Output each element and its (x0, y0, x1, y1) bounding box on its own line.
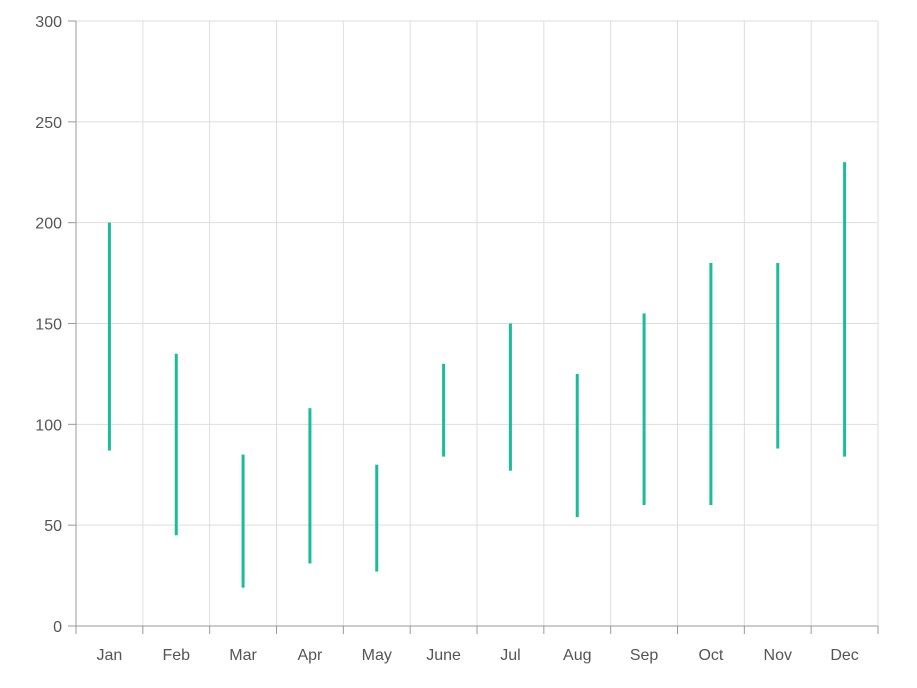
range-bar (442, 363, 446, 457)
range-bar (308, 408, 312, 564)
range-bar (843, 162, 847, 457)
axes (68, 20, 879, 634)
y-axis-tick-labels: 0 50 100 150 200 250 300 (35, 14, 62, 636)
y-tick-label: 100 (35, 417, 62, 434)
range-bar (375, 464, 379, 572)
x-tick-label: June (426, 647, 461, 664)
x-tick-label: Feb (162, 647, 190, 664)
y-tick-label: 200 (35, 216, 62, 233)
x-tick-label: Mar (229, 647, 257, 664)
series-range-bars (107, 162, 847, 588)
x-tick-label: Jan (97, 647, 123, 664)
x-tick-label: Apr (297, 647, 323, 664)
range-bar (508, 323, 512, 471)
range-bar (575, 373, 579, 518)
y-tick-label: 50 (44, 518, 62, 535)
y-tick-label: 250 (35, 115, 62, 132)
range-bar (642, 313, 646, 505)
x-tick-label: Oct (698, 647, 723, 664)
x-tick-label: Sep (630, 647, 659, 664)
y-tick-label: 300 (35, 14, 62, 31)
x-tick-label: Nov (764, 647, 792, 664)
y-tick-label: 150 (35, 317, 62, 334)
range-bar (174, 353, 178, 536)
x-tick-label: Jul (500, 647, 520, 664)
x-tick-label: May (362, 647, 392, 664)
x-axis-tick-labels: Jan Feb Mar Apr May June Jul Aug Sep Oct Nov Dec (97, 647, 859, 664)
y-tick-label: 0 (53, 619, 62, 636)
range-bar (709, 263, 713, 505)
x-tick-label: Aug (563, 647, 591, 664)
grid-lines (76, 20, 879, 626)
x-tick-label: Dec (830, 647, 858, 664)
range-bar (107, 222, 111, 451)
range-bar (241, 454, 245, 588)
range-bar (776, 263, 780, 449)
